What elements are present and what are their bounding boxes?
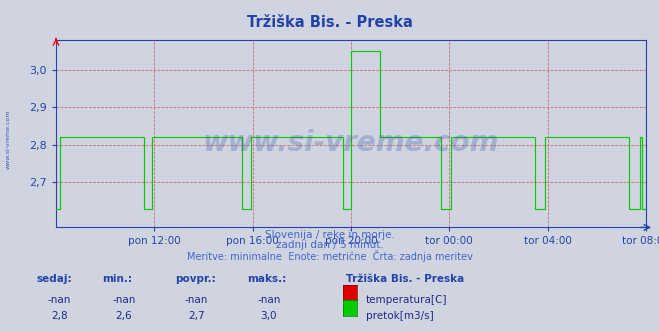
- Text: -nan: -nan: [257, 295, 281, 305]
- Text: www.si-vreme.com: www.si-vreme.com: [6, 110, 11, 169]
- Text: Tržiška Bis. - Preska: Tržiška Bis. - Preska: [346, 274, 464, 284]
- Text: maks.:: maks.:: [247, 274, 287, 284]
- Text: 2,8: 2,8: [51, 311, 68, 321]
- Text: 2,7: 2,7: [188, 311, 205, 321]
- Text: temperatura[C]: temperatura[C]: [366, 295, 447, 305]
- Text: 2,6: 2,6: [115, 311, 132, 321]
- Text: pretok[m3/s]: pretok[m3/s]: [366, 311, 434, 321]
- Text: 3,0: 3,0: [260, 311, 277, 321]
- Text: -nan: -nan: [112, 295, 136, 305]
- Text: povpr.:: povpr.:: [175, 274, 215, 284]
- Text: Meritve: minimalne  Enote: metrične  Črta: zadnja meritev: Meritve: minimalne Enote: metrične Črta:…: [186, 250, 473, 262]
- Text: sedaj:: sedaj:: [36, 274, 72, 284]
- Text: min.:: min.:: [102, 274, 132, 284]
- Text: www.si-vreme.com: www.si-vreme.com: [203, 129, 499, 157]
- Text: -nan: -nan: [185, 295, 208, 305]
- Text: Tržiška Bis. - Preska: Tržiška Bis. - Preska: [246, 15, 413, 30]
- Text: zadnji dan / 5 minut.: zadnji dan / 5 minut.: [275, 240, 384, 250]
- Text: -nan: -nan: [47, 295, 71, 305]
- Text: Slovenija / reke in morje.: Slovenija / reke in morje.: [264, 230, 395, 240]
